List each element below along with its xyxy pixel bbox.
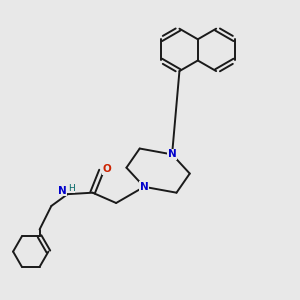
- Text: O: O: [102, 164, 111, 174]
- Text: N: N: [58, 186, 67, 196]
- Text: H: H: [68, 184, 74, 193]
- Text: N: N: [140, 182, 148, 192]
- Text: N: N: [168, 149, 176, 159]
